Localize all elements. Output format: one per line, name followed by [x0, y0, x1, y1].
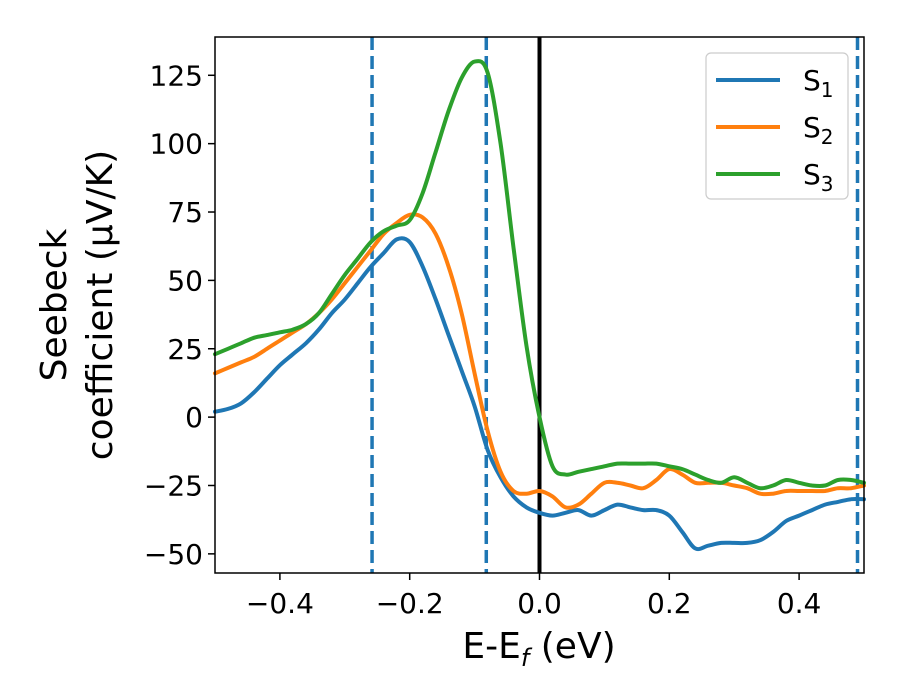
- legend-label-s3: S3: [803, 158, 834, 196]
- y-tick-label: 25: [167, 333, 203, 366]
- x-tick-label: 0.2: [647, 587, 692, 620]
- x-axis-label-unit: (eV): [529, 626, 615, 667]
- legend: S1 S2 S3: [705, 52, 849, 200]
- legend-label-s2: S2: [803, 111, 834, 149]
- y-tick-label: 50: [167, 264, 203, 297]
- y-tick-label: 75: [167, 196, 203, 229]
- x-axis-label-main: E-E: [462, 626, 520, 667]
- series-line-s1: [213, 236, 866, 552]
- series-layer: [213, 59, 866, 552]
- x-tick-label: −0.2: [376, 587, 444, 620]
- y-tick-label: 125: [150, 59, 203, 92]
- y-tick-label: −50: [144, 538, 203, 571]
- x-axis-label: E-Ef (eV): [462, 626, 615, 672]
- vertical-reference-lines: [370, 37, 860, 573]
- y-tick-label: 0: [185, 401, 203, 434]
- series-line-s3: [213, 59, 866, 491]
- y-tick-label: −25: [144, 469, 203, 502]
- legend-label-s1: S1: [803, 64, 834, 102]
- x-axis-ticks: −0.4 −0.2 0.0 0.2 0.4: [246, 573, 821, 620]
- x-tick-label: −0.4: [246, 587, 314, 620]
- y-axis-label-line2: coefficient (μV/K): [80, 150, 121, 460]
- y-tick-label: 100: [150, 128, 203, 161]
- x-tick-label: 0.0: [517, 587, 562, 620]
- x-tick-label: 0.4: [777, 587, 822, 620]
- y-axis-label-line1: Seebeck: [34, 228, 75, 381]
- y-axis-ticks: −50 −25 0 25 50 75 100 125: [144, 59, 215, 571]
